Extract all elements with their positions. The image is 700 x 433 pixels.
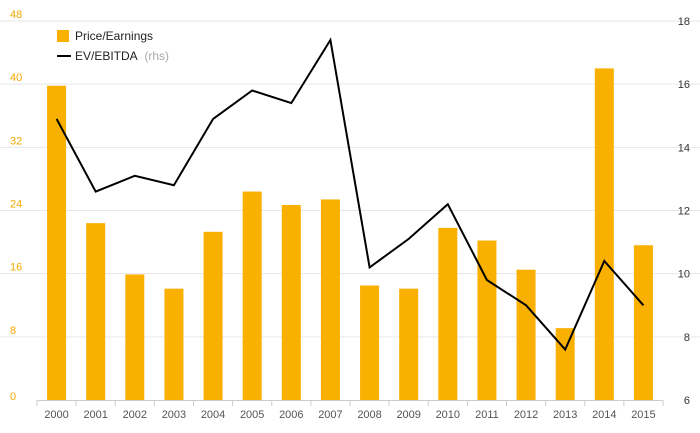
right-axis-tick-label: 10 <box>678 269 690 281</box>
tick-labels: 0 8 16 24 32 40 48 6 8 10 12 14 16 18 2000 2001 2002 2003… <box>10 9 690 421</box>
bar-2014 <box>594 68 614 400</box>
bar-series-price-earnings <box>47 68 653 400</box>
bar-2000 <box>47 85 67 400</box>
bar-2011 <box>477 240 497 400</box>
x-axis-tick-label: 2014 <box>592 409 616 421</box>
ev-ebitda-line <box>55 37 645 352</box>
x-axis-tick-label: 2002 <box>123 409 147 421</box>
left-axis-tick-label: 8 <box>10 325 16 337</box>
x-axis-tick-label: 2009 <box>396 409 420 421</box>
x-axis-tick-label: 2007 <box>318 409 342 421</box>
legend-label-price-earnings: Price/Earnings <box>75 29 153 43</box>
bar-2008 <box>360 285 380 400</box>
x-axis-tick-label: 2008 <box>357 409 381 421</box>
bar-2002 <box>125 274 145 400</box>
right-axis-tick-label: 16 <box>678 79 690 91</box>
bar-2001 <box>86 223 106 400</box>
bar-2015 <box>633 245 653 400</box>
x-axis-tick-label: 2010 <box>436 409 460 421</box>
x-axis-tick-label: 2015 <box>631 409 655 421</box>
x-axis-tick-label: 2001 <box>83 409 107 421</box>
bar-2010 <box>438 227 458 400</box>
left-axis-tick-label: 16 <box>10 262 22 274</box>
bar-2007 <box>320 199 340 400</box>
gridlines <box>0 20 700 338</box>
right-axis-tick-label: 12 <box>678 206 690 218</box>
left-axis-tick-label: 48 <box>10 9 22 21</box>
bar-2012 <box>516 269 536 400</box>
left-axis-tick-label: 40 <box>10 72 22 84</box>
x-axis-tick-label: 2006 <box>279 409 303 421</box>
x-axis-tick-label: 2003 <box>162 409 186 421</box>
bar-2013 <box>555 328 575 400</box>
x-axis-tick-label: 2013 <box>553 409 577 421</box>
x-axis-tick-label: 2004 <box>201 409 225 421</box>
x-axis <box>36 400 664 406</box>
left-axis-tick-label: 24 <box>10 199 22 211</box>
right-axis-tick-label: 14 <box>678 142 690 154</box>
x-axis-tick-label: 2000 <box>44 409 68 421</box>
legend-label-ev-ebitda: EV/EBITDA (rhs) <box>75 49 169 63</box>
x-axis-tick-label: 2005 <box>240 409 264 421</box>
bar-2006 <box>281 204 301 400</box>
line-series-ev-ebitda <box>55 37 645 352</box>
right-axis-tick-label: 8 <box>684 332 690 344</box>
x-axis-tick-label: 2011 <box>475 409 499 421</box>
left-axis-tick-label: 32 <box>10 135 22 147</box>
bar-2005 <box>242 191 262 400</box>
bar-2004 <box>203 231 223 400</box>
legend-label-ev-ebitda-text: EV/EBITDA <box>75 49 138 63</box>
bar-2003 <box>164 288 184 400</box>
legend-swatch-price-earnings <box>57 30 69 42</box>
legend-label-rhs-note: (rhs) <box>144 49 169 63</box>
right-axis-tick-label: 6 <box>684 395 690 407</box>
right-axis-tick-label: 18 <box>678 16 690 28</box>
x-axis-tick-label: 2012 <box>514 409 538 421</box>
bar-2009 <box>399 288 419 400</box>
legend: Price/Earnings EV/EBITDA (rhs) <box>57 29 169 63</box>
left-axis-tick-label: 0 <box>10 391 16 403</box>
